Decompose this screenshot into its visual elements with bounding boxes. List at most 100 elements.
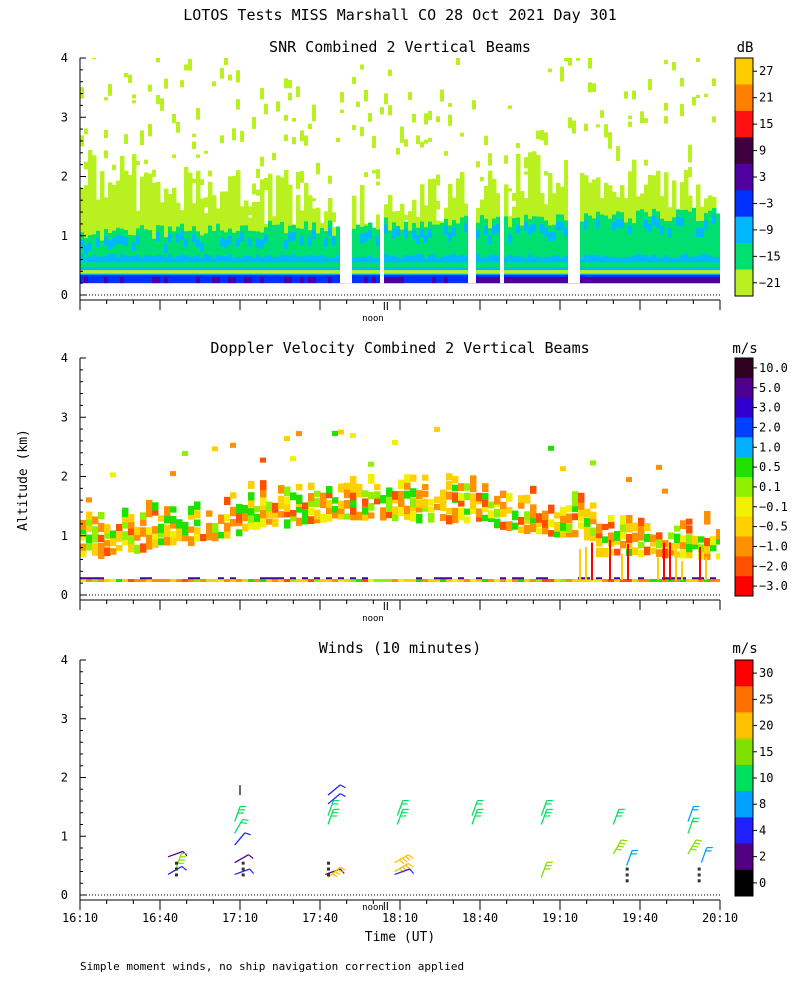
snr-cell bbox=[228, 262, 233, 268]
doppler-cell bbox=[308, 498, 315, 508]
doppler-cell bbox=[248, 480, 255, 489]
doppler-spike bbox=[681, 561, 683, 581]
snr-cell bbox=[528, 277, 533, 284]
snr-cell bbox=[316, 207, 321, 259]
wind-barb bbox=[327, 793, 346, 805]
snr-cell bbox=[508, 188, 512, 192]
doppler-cell bbox=[320, 492, 327, 502]
snr-cell bbox=[292, 274, 297, 284]
doppler-cell bbox=[608, 579, 615, 583]
doppler-cell bbox=[452, 507, 459, 517]
snr-cell bbox=[392, 277, 397, 284]
doppler-cell bbox=[482, 492, 489, 500]
snr-cell bbox=[312, 222, 317, 259]
snr-cell bbox=[600, 110, 604, 118]
doppler-cell bbox=[296, 517, 303, 526]
doppler-cell bbox=[548, 445, 554, 451]
snr-cell bbox=[560, 214, 565, 259]
doppler-cell bbox=[272, 577, 278, 580]
doppler-cell bbox=[326, 514, 333, 522]
doppler-cell bbox=[416, 577, 422, 580]
snr-cell bbox=[372, 270, 377, 274]
snr-cell bbox=[84, 161, 88, 170]
doppler-cell bbox=[704, 537, 711, 547]
snr-cell bbox=[668, 270, 673, 274]
snr-cell bbox=[404, 221, 409, 259]
snr-cell bbox=[224, 262, 229, 268]
snr-cell bbox=[628, 225, 633, 235]
doppler-ytick-label: 1 bbox=[61, 529, 68, 543]
doppler-cell bbox=[356, 489, 363, 498]
doppler-cell bbox=[656, 579, 663, 583]
snr-cell bbox=[416, 253, 421, 282]
snr-cell bbox=[632, 159, 637, 259]
snr-cell bbox=[428, 110, 432, 121]
snr-cell bbox=[112, 237, 117, 247]
wind-barb bbox=[234, 854, 254, 864]
doppler-cell bbox=[128, 542, 135, 553]
snr-cell bbox=[412, 274, 417, 284]
snr-cell bbox=[168, 233, 173, 243]
snr-cell bbox=[124, 237, 129, 247]
winds-noon-label: noon bbox=[362, 903, 384, 913]
snr-cell bbox=[384, 93, 388, 105]
doppler-cell bbox=[92, 543, 99, 553]
snr-cell bbox=[448, 232, 453, 242]
doppler-colorbar-label: −2.0 bbox=[759, 559, 788, 573]
snr-cell bbox=[484, 257, 489, 282]
snr-cell bbox=[412, 262, 417, 268]
doppler-cell bbox=[368, 474, 375, 484]
doppler-cell bbox=[194, 531, 201, 542]
doppler-cell bbox=[410, 488, 417, 498]
doppler-cell bbox=[428, 579, 435, 583]
snr-cell bbox=[184, 274, 189, 284]
snr-cell bbox=[284, 270, 289, 274]
snr-cell bbox=[328, 270, 333, 274]
snr-cell bbox=[368, 256, 373, 282]
doppler-cell bbox=[140, 579, 147, 583]
snr-cell bbox=[616, 277, 621, 284]
snr-cell bbox=[464, 215, 469, 259]
doppler-cell bbox=[302, 577, 308, 580]
snr-cell bbox=[144, 229, 149, 259]
doppler-cell bbox=[620, 540, 627, 549]
snr-cell bbox=[716, 270, 720, 274]
snr-cell bbox=[236, 170, 241, 259]
snr-cell bbox=[640, 209, 645, 259]
snr-cell bbox=[264, 178, 268, 191]
snr-cell bbox=[372, 257, 377, 282]
snr-cell bbox=[560, 277, 565, 284]
snr-cell bbox=[376, 257, 381, 282]
snr-cell bbox=[444, 270, 449, 274]
doppler-cell bbox=[296, 494, 303, 505]
snr-cell bbox=[104, 262, 109, 268]
snr-cell bbox=[124, 72, 128, 78]
snr-cell bbox=[664, 277, 669, 284]
doppler-cell bbox=[398, 479, 405, 490]
doppler-cell bbox=[98, 579, 105, 583]
snr-cell bbox=[464, 274, 469, 284]
snr-cell bbox=[140, 176, 145, 259]
doppler-cell bbox=[98, 549, 105, 560]
snr-cell bbox=[288, 256, 293, 282]
snr-cell bbox=[692, 262, 697, 268]
winds-colorbar-swatch bbox=[735, 817, 753, 845]
doppler-cell bbox=[182, 534, 189, 542]
snr-cell bbox=[296, 262, 301, 268]
snr-cell bbox=[700, 262, 705, 268]
doppler-cell bbox=[626, 579, 633, 583]
doppler-cell bbox=[284, 579, 291, 583]
snr-cell bbox=[244, 225, 249, 259]
doppler-cell bbox=[458, 579, 465, 583]
snr-cell bbox=[428, 137, 432, 142]
doppler-cell bbox=[98, 534, 105, 543]
snr-cell bbox=[420, 270, 425, 274]
snr-cell bbox=[656, 218, 661, 228]
winds-colorbar-swatch bbox=[735, 712, 753, 740]
snr-cell bbox=[524, 258, 529, 282]
snr-cell bbox=[404, 139, 408, 147]
doppler-cell bbox=[596, 537, 603, 547]
doppler-units: m/s bbox=[732, 341, 757, 357]
snr-cell bbox=[452, 227, 457, 236]
snr-cell bbox=[452, 270, 457, 274]
